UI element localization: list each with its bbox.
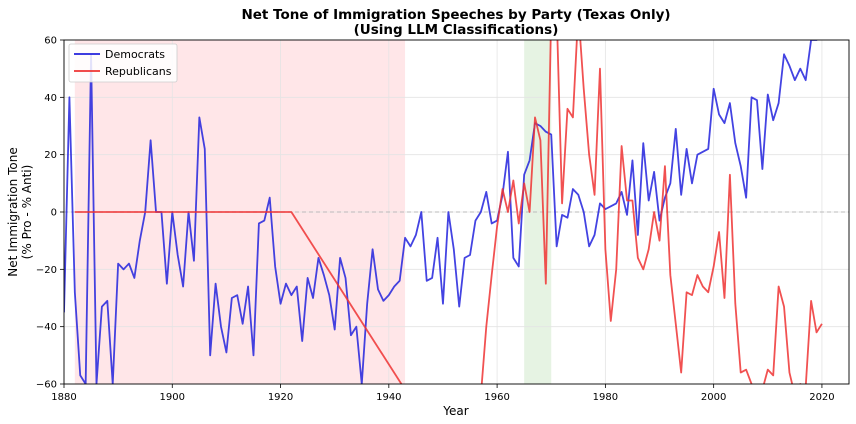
y-axis-label-secondary: (% Pro - % Anti) <box>20 165 34 260</box>
y-tick-label: 40 <box>44 93 57 104</box>
y-axis-label: Net Immigration Tone <box>6 147 20 276</box>
series-line-democrats <box>64 40 819 384</box>
series-lines <box>64 40 823 384</box>
x-axis: 1880 1900 1920 1940 1960 1980 2000 2020 <box>51 384 835 403</box>
y-tick-label: −60 <box>36 380 57 391</box>
y-tick-label: 60 <box>44 36 57 47</box>
x-tick-label: 1960 <box>484 392 509 403</box>
x-tick-label: 2020 <box>809 392 834 403</box>
y-tick-label: 20 <box>44 150 57 161</box>
x-tick-label: 1880 <box>51 392 76 403</box>
legend-label-democrats: Democrats <box>105 48 165 61</box>
y-tick-label: 0 <box>51 208 57 219</box>
x-tick-label: 1900 <box>160 392 185 403</box>
x-tick-label: 1980 <box>593 392 618 403</box>
x-axis-label: Year <box>442 404 468 418</box>
x-tick-label: 1940 <box>376 392 401 403</box>
y-axis: −60 −40 −20 0 20 40 60 <box>36 36 64 391</box>
y-tick-label: −20 <box>36 265 57 276</box>
x-tick-label: 2000 <box>701 392 726 403</box>
x-tick-label: 1920 <box>268 392 293 403</box>
legend: Democrats Republicans <box>68 43 178 83</box>
chart-title: Net Tone of Immigration Speeches by Part… <box>241 7 670 23</box>
legend-label-republicans: Republicans <box>105 65 172 78</box>
series-line-republicans <box>74 40 823 384</box>
chart-subtitle: (Using LLM Classifications) <box>354 22 559 38</box>
y-tick-label: −40 <box>36 322 57 333</box>
